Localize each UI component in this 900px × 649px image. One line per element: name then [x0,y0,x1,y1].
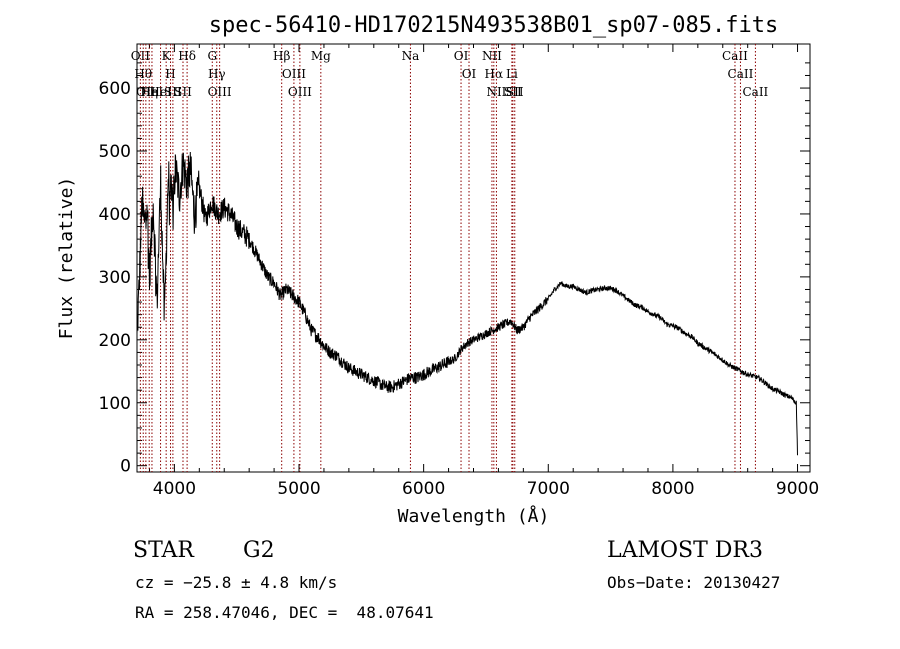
spectral-line-label: SII [164,85,182,99]
survey-label: LAMOST DR3 [607,538,763,563]
y-tick-label: 500 [99,142,131,162]
coordinates-text: RA = 258.47046, DEC = 48.07641 [135,603,434,622]
spectral-line-label: Na [402,49,420,63]
y-tick-label: 600 [99,79,131,99]
x-tick-label: 9000 [776,479,819,499]
spectral-line-label: HeI [141,85,164,99]
subclass: G2 [243,538,275,563]
spectral-line-label: OII [131,49,151,63]
spectral-line-label: OIII [288,85,312,99]
object-type: STAR [133,538,194,563]
spectral-line-label: SII [506,85,524,99]
spectral-line-label: Li [506,67,518,81]
spectral-line-label: Mg [311,49,331,63]
spectral-line-label: Hγ [208,67,226,81]
spectral-line-label: CaII [728,67,754,81]
y-tick-label: 300 [99,268,131,288]
spectral-line-label: Hθ [134,67,152,81]
spectral-line-label: Hη [140,85,158,99]
x-tick-label: 4000 [153,479,196,499]
spectral-line-label: SII [174,85,192,99]
spectrum-line [137,151,798,456]
spectral-line-label: G [207,49,217,63]
redshift-text: cz = −25.8 ± 4.8 km/s [135,573,338,592]
y-tick-label: 200 [99,331,131,351]
spectral-line-label: OI [462,67,477,81]
x-axis-label: Wavelength (Å) [398,505,550,527]
spectral-line-label: K [162,49,172,63]
spectral-line-label: H [165,67,175,81]
y-tick-label: 0 [120,457,131,477]
spectral-line-label: OIII [208,85,232,99]
x-tick-label: 6000 [402,479,445,499]
y-axis-label: Flux (relative) [56,177,77,340]
spectral-line-label: NII [482,49,502,63]
chart-title: spec-56410-HD170215N493538B01_sp07-085.f… [209,13,779,38]
obs-date-text: Obs−Date: 20130427 [607,573,781,592]
spectral-line-label: OIII [282,67,306,81]
spectral-line-label: CaII [722,49,748,63]
spectral-line-label: SII [504,85,522,99]
spectral-line-label: Hδ [178,49,196,63]
spectral-line-label: NII [486,85,506,99]
x-tick-label: 5000 [277,479,320,499]
spectral-line-label: OI [454,49,469,63]
y-tick-label: 400 [99,205,131,225]
spectral-line-label: OII [136,85,156,99]
spectral-line-label: Hα [485,67,504,81]
x-tick-label: 8000 [651,479,694,499]
spectral-line-label: Hβ [273,49,290,63]
y-tick-label: 100 [99,394,131,414]
plot-frame [136,43,811,473]
x-tick-label: 7000 [527,479,570,499]
spectral-line-label: CaII [742,85,768,99]
spectral-line-label: HeI [149,85,172,99]
